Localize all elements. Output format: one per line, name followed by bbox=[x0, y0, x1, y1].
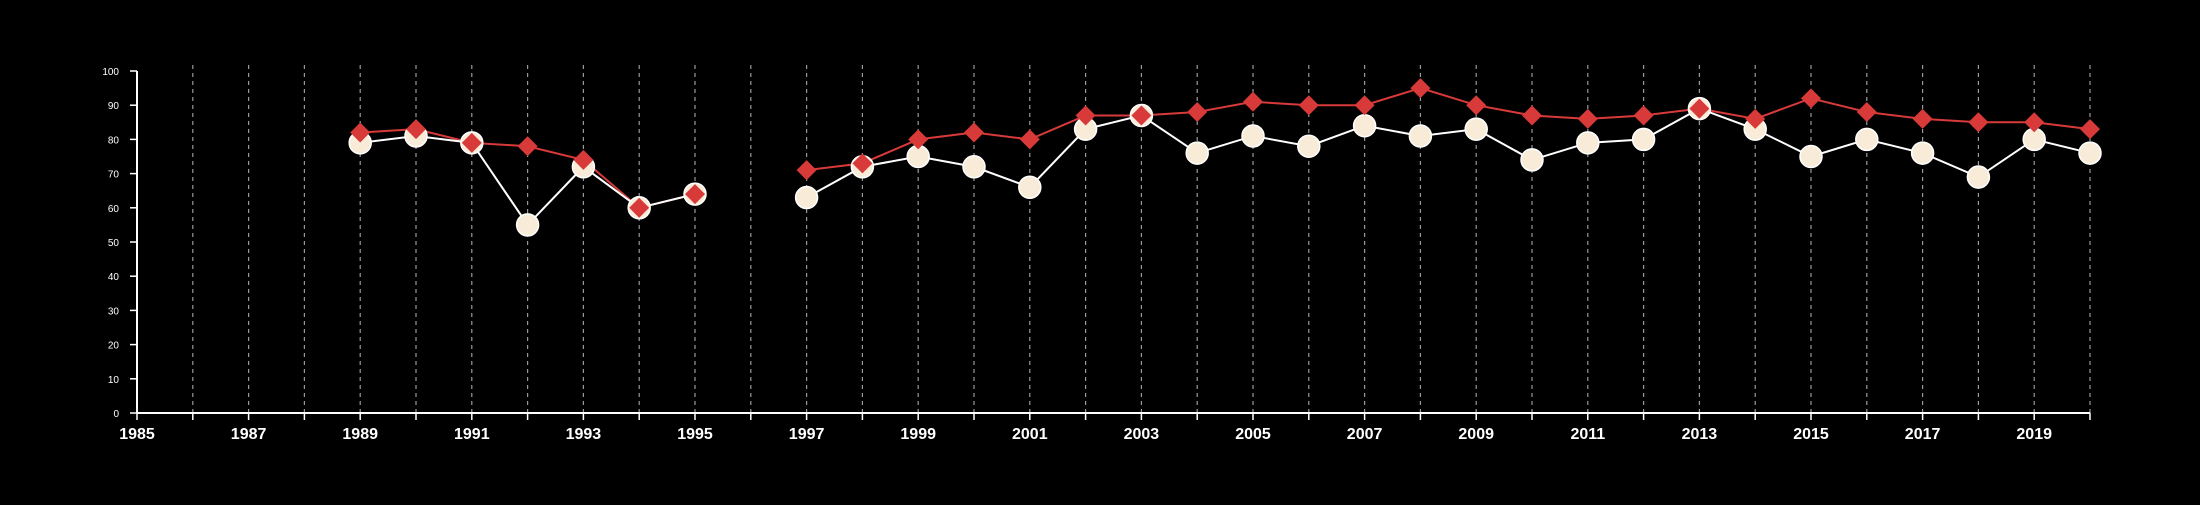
series-2-point-2016 bbox=[1855, 127, 1879, 152]
y-tick-label: 40 bbox=[108, 272, 120, 283]
series-2-point-2020 bbox=[2078, 141, 2102, 165]
series-1-point-2009 bbox=[1466, 95, 1487, 116]
y-tick-label: 100 bbox=[102, 67, 119, 78]
x-tick-label: 1987 bbox=[231, 426, 267, 443]
series-1-point-2000 bbox=[964, 122, 984, 143]
x-tick-label: 2017 bbox=[1905, 426, 1941, 443]
x-tick-label: 2019 bbox=[2016, 426, 2052, 443]
series-1-point-2012 bbox=[1633, 105, 1654, 126]
series-layer bbox=[360, 87, 2091, 227]
series-1-point-2003 bbox=[1131, 105, 1152, 126]
x-tick-label: 2015 bbox=[1793, 426, 1829, 443]
y-tick-label: 60 bbox=[108, 204, 120, 215]
x-tick-label: 1991 bbox=[454, 426, 490, 443]
series-2-point-1997 bbox=[794, 185, 819, 210]
series-2-point-2006 bbox=[1297, 134, 1321, 158]
series-2-point-2017 bbox=[1910, 141, 1935, 165]
series-1-point-2001 bbox=[1019, 129, 1040, 150]
series-1-point-1992 bbox=[517, 136, 538, 157]
series-1-point-1994 bbox=[629, 197, 650, 218]
series-1-point-2007 bbox=[1354, 95, 1375, 116]
series-2-point-2015 bbox=[1799, 144, 1823, 169]
series-1-point-2006 bbox=[1298, 95, 1319, 116]
series-1-line-segment-2 bbox=[806, 87, 2091, 172]
series-1-point-2004 bbox=[1187, 102, 1208, 123]
series-1-point-2010 bbox=[1522, 105, 1542, 126]
series-1-point-1993 bbox=[573, 149, 594, 170]
x-tick-label: 2003 bbox=[1124, 426, 1160, 443]
x-tick-label: 1993 bbox=[566, 426, 602, 443]
x-tick-label: 2001 bbox=[1012, 426, 1048, 443]
series-1-point-1999 bbox=[908, 129, 929, 150]
series-2-point-2007 bbox=[1352, 113, 1377, 138]
series-2-point-2004 bbox=[1185, 141, 1209, 165]
series-2-point-1992 bbox=[515, 213, 540, 237]
y-tick-label: 90 bbox=[108, 101, 120, 112]
series-1-point-1991 bbox=[461, 132, 482, 153]
series-2-point-2009 bbox=[1464, 117, 1488, 141]
x-tick-label: 2005 bbox=[1235, 426, 1271, 443]
series-2-point-2005 bbox=[1241, 124, 1265, 148]
series-2-point-2011 bbox=[1576, 131, 1600, 155]
series-1-point-2018 bbox=[1968, 112, 1989, 133]
series-1-point-2015 bbox=[1801, 88, 1821, 109]
series-1-point-1997 bbox=[796, 160, 817, 181]
x-tick-label: 1985 bbox=[119, 426, 155, 443]
x-tick-label: 1997 bbox=[789, 426, 825, 443]
y-tick-label: 70 bbox=[108, 170, 120, 181]
marker-layer bbox=[348, 78, 2102, 237]
x-tick-label: 2011 bbox=[1570, 426, 1605, 443]
series-1-point-2016 bbox=[1856, 102, 1877, 123]
series-1-point-2008 bbox=[1410, 78, 1431, 99]
x-tick-label: 1995 bbox=[677, 426, 713, 443]
y-tick-label: 30 bbox=[108, 306, 120, 317]
series-2-point-2008 bbox=[1408, 124, 1433, 148]
y-tick-label: 20 bbox=[108, 341, 120, 352]
series-1-point-2013 bbox=[1689, 98, 1710, 119]
series-2-point-2001 bbox=[1018, 175, 1042, 200]
x-tick-label: 1989 bbox=[342, 426, 378, 443]
series-1-point-2005 bbox=[1243, 91, 1263, 112]
series-2-point-2000 bbox=[962, 155, 986, 179]
series-1-point-1990 bbox=[406, 119, 426, 140]
x-tick-label: 2013 bbox=[1682, 426, 1718, 443]
x-tick-label: 1999 bbox=[900, 426, 936, 443]
series-1-point-1989 bbox=[350, 122, 371, 143]
y-tick-label: 50 bbox=[108, 238, 120, 249]
series-1-point-1995 bbox=[685, 184, 705, 205]
axis-layer: 1985 1987 1989 1991 1993 1995 1997 1999 2001 2003… bbox=[102, 67, 2091, 443]
y-tick-label: 10 bbox=[108, 375, 120, 386]
series-1-point-1998 bbox=[852, 153, 873, 174]
series-1-point-2014 bbox=[1745, 108, 1766, 129]
series-2-point-2012 bbox=[1631, 127, 1656, 152]
y-tick-label: 0 bbox=[113, 409, 119, 420]
series-1-point-2020 bbox=[2080, 119, 2100, 140]
series-2-line-segment-2 bbox=[806, 107, 2091, 199]
y-tick-label: 80 bbox=[108, 135, 120, 146]
series-2-point-2018 bbox=[1966, 165, 1991, 189]
x-tick-label: 2007 bbox=[1347, 426, 1383, 443]
x-tick-label: 2009 bbox=[1458, 426, 1494, 443]
series-1-point-2017 bbox=[1912, 108, 1933, 129]
series-1-point-2002 bbox=[1075, 105, 1096, 126]
series-1-point-2011 bbox=[1577, 108, 1598, 129]
series-1-point-2019 bbox=[2024, 112, 2045, 133]
series-2-point-2010 bbox=[1520, 148, 1544, 172]
